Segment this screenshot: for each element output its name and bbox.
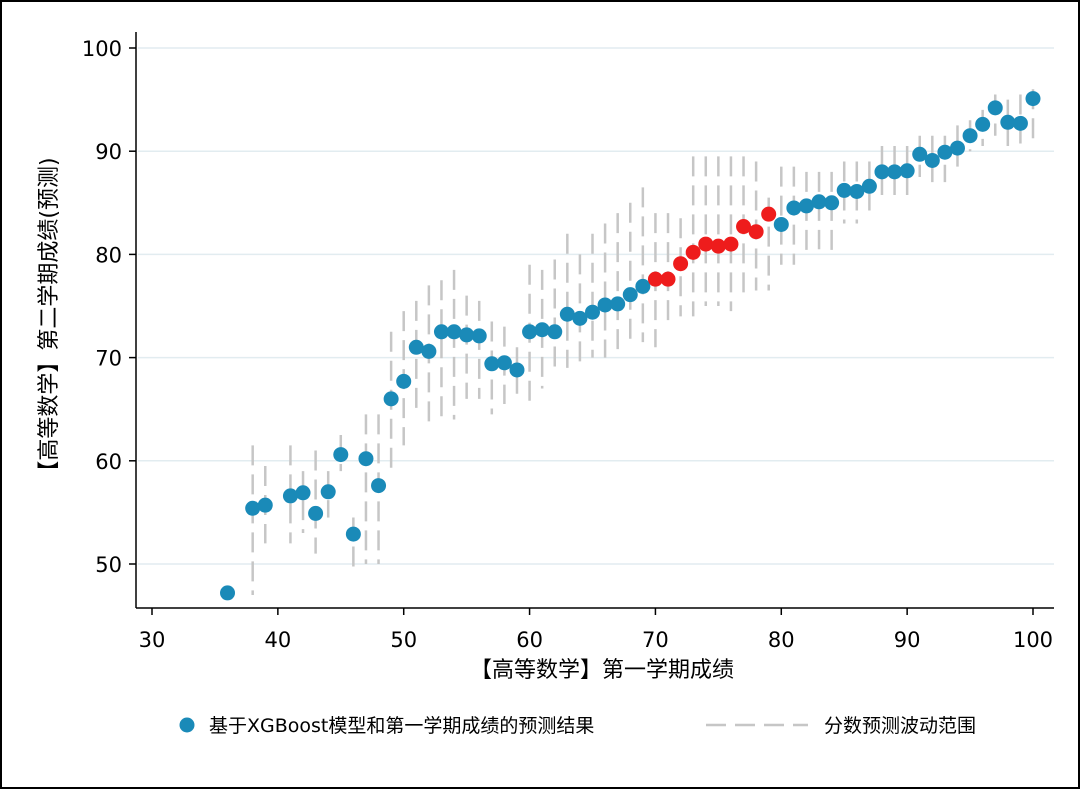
data-point-62 <box>547 324 563 340</box>
highlight-point-77 <box>736 219 752 235</box>
y-tick-label-100: 100 <box>82 37 122 61</box>
data-point-42 <box>295 485 311 501</box>
data-point-97 <box>987 100 1003 116</box>
range-layer <box>251 89 1035 595</box>
data-point-54 <box>446 324 462 340</box>
highlight-point-76 <box>723 236 739 252</box>
data-point-56 <box>471 328 487 344</box>
x-axis-title: 【高等数学】第一学期成绩 <box>470 658 734 683</box>
x-tick-label-90: 90 <box>894 628 921 652</box>
y-tick-label-50: 50 <box>95 553 122 577</box>
data-point-98 <box>1000 114 1016 130</box>
data-point-38 <box>245 500 261 516</box>
data-point-45 <box>333 447 349 463</box>
x-tick-label-50: 50 <box>390 628 417 652</box>
data-point-46 <box>345 526 361 542</box>
highlight-point-78 <box>748 224 764 240</box>
data-point-61 <box>534 322 550 338</box>
axis-layer <box>135 32 1054 609</box>
data-point-82 <box>798 198 814 214</box>
data-point-87 <box>861 178 877 194</box>
data-point-94 <box>949 140 965 156</box>
legend: 基于XGBoost模型和第一学期成绩的预测结果 分数预测波动范围 <box>179 715 976 737</box>
y-tick-label-80: 80 <box>95 243 122 267</box>
data-point-95 <box>962 128 978 144</box>
data-point-81 <box>786 200 802 216</box>
data-point-86 <box>849 183 865 199</box>
data-point-50 <box>396 373 412 389</box>
data-point-36 <box>220 585 236 601</box>
data-point-53 <box>433 324 449 340</box>
data-point-59 <box>509 362 525 378</box>
data-point-47 <box>358 451 374 467</box>
data-point-64 <box>572 310 588 326</box>
data-point-44 <box>320 484 336 500</box>
data-point-51 <box>408 339 424 355</box>
data-point-91 <box>912 146 928 162</box>
x-tick-label-100: 100 <box>1013 628 1053 652</box>
legend-range-label: 分数预测波动范围 <box>824 715 976 737</box>
data-point-63 <box>559 306 575 322</box>
x-tick-label-60: 60 <box>516 628 543 652</box>
highlight-point-72 <box>673 256 689 272</box>
data-point-41 <box>282 488 298 504</box>
highlight-point-79 <box>761 206 777 222</box>
data-point-48 <box>371 478 387 494</box>
point-layer <box>220 91 1041 601</box>
y-tick-label-60: 60 <box>95 450 122 474</box>
data-point-55 <box>459 327 475 343</box>
highlight-point-75 <box>710 238 726 254</box>
data-point-99 <box>1012 115 1028 131</box>
tick-layer: 30 40 50 60 70 80 90 100 50 60 70 80 90 100 <box>82 37 1053 652</box>
data-point-85 <box>836 182 852 198</box>
data-point-43 <box>308 505 324 521</box>
highlight-point-71 <box>660 271 676 287</box>
data-point-88 <box>874 164 890 180</box>
data-point-89 <box>887 164 903 180</box>
data-point-69 <box>635 278 651 294</box>
data-point-52 <box>421 343 437 359</box>
data-point-90 <box>899 163 915 179</box>
data-point-65 <box>585 304 600 320</box>
data-point-57 <box>484 356 500 372</box>
x-tick-label-80: 80 <box>768 628 795 652</box>
x-tick-label-70: 70 <box>642 628 669 652</box>
data-point-84 <box>824 195 840 211</box>
x-tick-label-30: 30 <box>139 628 166 652</box>
data-point-68 <box>622 287 638 303</box>
data-point-49 <box>383 391 399 407</box>
highlight-point-74 <box>698 236 714 252</box>
data-point-39 <box>257 497 273 513</box>
data-point-92 <box>924 152 940 168</box>
y-axis-title: 【高等数学】第二学期成绩(预测) <box>37 157 62 482</box>
highlight-point-73 <box>685 244 701 260</box>
data-point-83 <box>811 194 827 210</box>
data-point-58 <box>496 355 512 371</box>
data-point-93 <box>937 144 953 160</box>
legend-point-label: 基于XGBoost模型和第一学期成绩的预测结果 <box>209 715 594 737</box>
y-tick-label-70: 70 <box>95 347 122 371</box>
data-point-96 <box>975 116 991 132</box>
data-point-60 <box>522 324 538 340</box>
y-tick-label-90: 90 <box>95 140 122 164</box>
x-tick-label-40: 40 <box>264 628 291 652</box>
data-point-67 <box>610 296 626 312</box>
highlight-point-70 <box>647 271 663 287</box>
data-point-66 <box>597 297 613 313</box>
data-point-80 <box>773 216 789 232</box>
data-point-100 <box>1025 91 1041 107</box>
legend-point-marker <box>179 717 195 733</box>
